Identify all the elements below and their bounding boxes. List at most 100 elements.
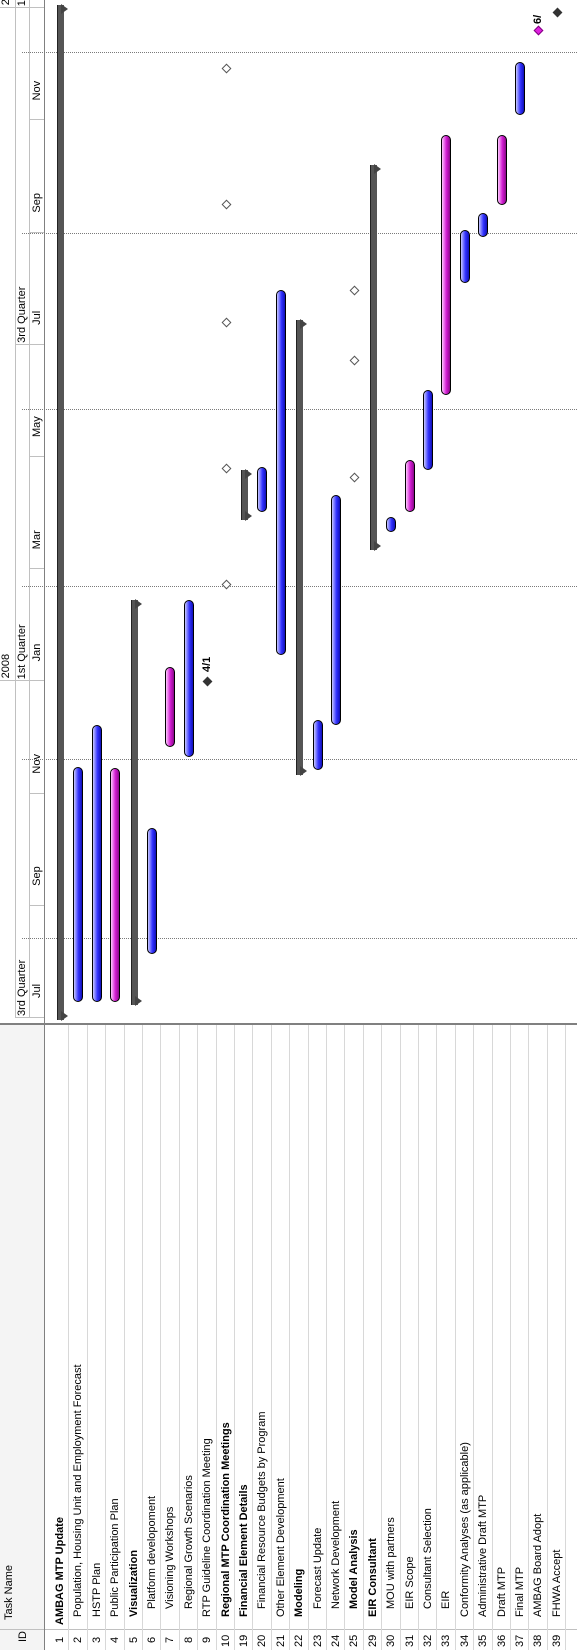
month-label: Jan [31,643,43,662]
task-name[interactable]: Network Development [330,1500,342,1609]
row-divider [510,1025,511,1650]
row-divider [160,1025,162,1650]
task-name[interactable]: Regional MTP Coordination Meetings [219,1422,232,1617]
task-id: 37 [514,1634,526,1647]
task-id: 35 [477,1634,490,1647]
milestone-marker[interactable] [552,7,563,18]
milestone-marker[interactable] [349,285,360,296]
task-name[interactable]: Other Element Development [274,1478,287,1617]
task-name[interactable]: FHWA Accept [550,1549,563,1617]
row-divider [270,1025,272,1650]
task-name[interactable]: Financial Resource Budgets by Program [256,1411,269,1609]
row-divider [307,1025,309,1650]
month-label: Jul [31,983,43,998]
milestone-marker[interactable] [349,355,360,366]
task-name[interactable]: AMBAG Board Adopt [532,1513,545,1617]
task-name[interactable]: Platform developoment [146,1495,158,1609]
task-name[interactable]: Financial Element Details [238,1484,250,1617]
task-bar[interactable] [423,390,433,470]
task-id: 39 [550,1634,563,1647]
task-bar[interactable] [331,495,341,725]
task-bar[interactable] [478,213,489,237]
task-bar[interactable] [147,828,157,954]
task-name[interactable]: Regional Growth Scenarios [182,1475,195,1609]
row-divider [215,1025,217,1650]
milestone-marker[interactable] [221,579,232,590]
month-divider [29,904,44,906]
task-bar[interactable] [496,135,507,205]
task-bar[interactable] [110,768,121,1002]
task-id: 20 [256,1634,269,1647]
task-name[interactable]: Conformity Analyses (as applicable) [458,1442,471,1617]
task-bar[interactable] [165,667,176,747]
task-name[interactable]: Modeling [293,1568,306,1617]
milestone-marker[interactable] [349,472,360,483]
milestone-date-label: 4/1 [201,656,214,672]
task-name[interactable]: Public Participation Plan [109,1498,122,1617]
task-id: 32 [422,1634,434,1647]
row-divider [197,1025,199,1650]
milestone-marker[interactable] [221,63,232,74]
row-divider [528,1025,530,1650]
month-label: Sep [31,866,43,886]
task-bar[interactable] [404,460,415,512]
task-id: 1 [54,1636,66,1643]
task-name[interactable]: Population, Housing Unit and Employment … [72,1364,85,1617]
summary-bar[interactable] [369,165,377,550]
month-label: Nov [31,754,43,774]
task-name[interactable]: Consultant Selection [422,1508,434,1609]
task-bar[interactable] [73,767,84,1002]
task-name[interactable]: Model Analysis [348,1529,361,1609]
task-name[interactable]: Draft MTP [495,1566,508,1617]
row-divider [399,1025,401,1650]
row-divider [252,1025,254,1650]
task-bar[interactable] [257,467,268,512]
task-name[interactable]: Administrative Draft MTP [477,1494,490,1617]
task-name[interactable]: EIR [440,1590,453,1609]
month-divider [29,119,44,121]
task-name[interactable]: Forecast Update [311,1527,324,1609]
month-label: Nov [31,80,43,101]
task-name[interactable]: Visualization [127,1549,140,1617]
task-name[interactable]: EIR Consultant [366,1538,379,1617]
milestone-marker[interactable] [202,676,213,687]
task-bar[interactable] [183,600,194,757]
summary-start-cap [300,766,308,776]
milestone-date-label: 6/ [532,14,545,24]
summary-end-cap [61,4,68,14]
task-name[interactable]: HSTP Plan [90,1562,103,1617]
task-name-column-header: Task Name [3,1564,15,1620]
summary-start-cap [245,511,252,521]
task-name[interactable]: Visioning Workshops [164,1506,177,1609]
task-id: 29 [366,1634,379,1647]
quarter-label: 1st Quarter [16,624,28,680]
summary-end-cap [300,319,308,329]
summary-bar[interactable] [130,600,138,1005]
milestone-marker[interactable] [533,25,544,36]
task-name[interactable]: EIR Scope [403,1556,416,1609]
task-name[interactable]: Final MTP [514,1566,526,1617]
row-divider [344,1025,346,1650]
task-id: 4 [109,1636,122,1643]
task-bar[interactable] [441,135,452,395]
month-divider [29,792,44,794]
summary-bar[interactable] [57,5,64,1020]
task-name[interactable]: AMBAG MTP Update [54,1517,66,1625]
task-bar[interactable] [275,290,286,655]
task-bar[interactable] [312,720,323,770]
task-bar[interactable] [91,725,102,1002]
task-name[interactable]: MOU with partners [385,1517,398,1609]
timescale-divider [29,0,30,1018]
task-id: 6 [146,1636,158,1643]
milestone-marker[interactable] [221,317,232,328]
milestone-marker[interactable] [221,463,232,474]
task-id: 23 [311,1634,324,1647]
task-bar[interactable] [515,62,525,115]
task-bar[interactable] [386,517,397,532]
task-bar[interactable] [459,230,470,283]
summary-start-cap [61,1011,68,1021]
task-name[interactable]: RTP Guideline Coordination Meeting [201,1438,214,1617]
milestone-marker[interactable] [221,199,232,210]
row-divider [491,1025,493,1650]
summary-bar[interactable] [296,320,304,775]
